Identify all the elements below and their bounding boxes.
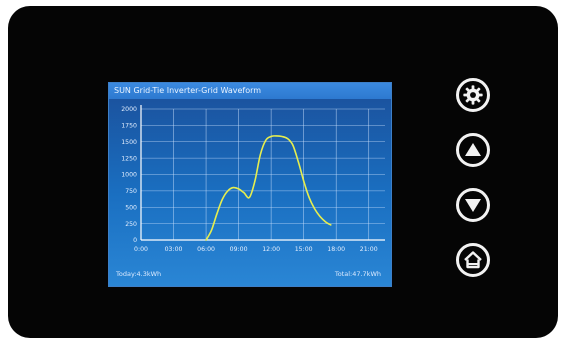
x-tick-label: 03:00 [165, 246, 183, 253]
y-tick-label: 1000 [121, 172, 137, 179]
x-tick-label: 18:00 [327, 246, 345, 253]
down-button[interactable] [456, 188, 490, 222]
x-tick-label: 12:00 [262, 246, 280, 253]
total-energy: Total:47.7kWh [334, 270, 381, 278]
y-tick-label: 250 [125, 221, 137, 228]
y-tick-label: 1250 [121, 155, 137, 162]
today-energy: Today:4.3kWh [116, 270, 162, 278]
y-tick-label: 1750 [121, 123, 137, 130]
y-tick-label: 500 [125, 204, 137, 211]
y-tick-label: 1500 [121, 139, 137, 146]
y-tick-label: 0 [133, 237, 137, 244]
y-tick-label: 2000 [121, 106, 137, 113]
x-tick-label: 15:00 [295, 246, 313, 253]
x-tick-label: 0:00 [134, 246, 148, 253]
home-icon [464, 251, 482, 269]
gear-icon [463, 85, 483, 105]
y-tick-label: 750 [125, 188, 137, 195]
x-tick-label: 21:00 [360, 246, 378, 253]
waveform-chart: 0 250 500 750 1000 1250 1500 1750 2000 0:00 03:00 0… [121, 105, 385, 253]
display-screen: SUN Grid-Tie Inverter-Grid Waveform 0 250… [108, 82, 392, 287]
settings-button[interactable] [456, 78, 490, 112]
home-button[interactable] [456, 243, 490, 277]
down-arrow-icon [465, 199, 481, 212]
up-button[interactable] [456, 133, 490, 167]
x-tick-label: 09:00 [230, 246, 248, 253]
x-tick-label: 06:00 [197, 246, 215, 253]
device-bezel: SUN Grid-Tie Inverter-Grid Waveform 0 250… [8, 6, 558, 338]
up-arrow-icon [465, 143, 481, 156]
screen-title: SUN Grid-Tie Inverter-Grid Waveform [109, 83, 391, 99]
power-series-line [205, 135, 332, 241]
